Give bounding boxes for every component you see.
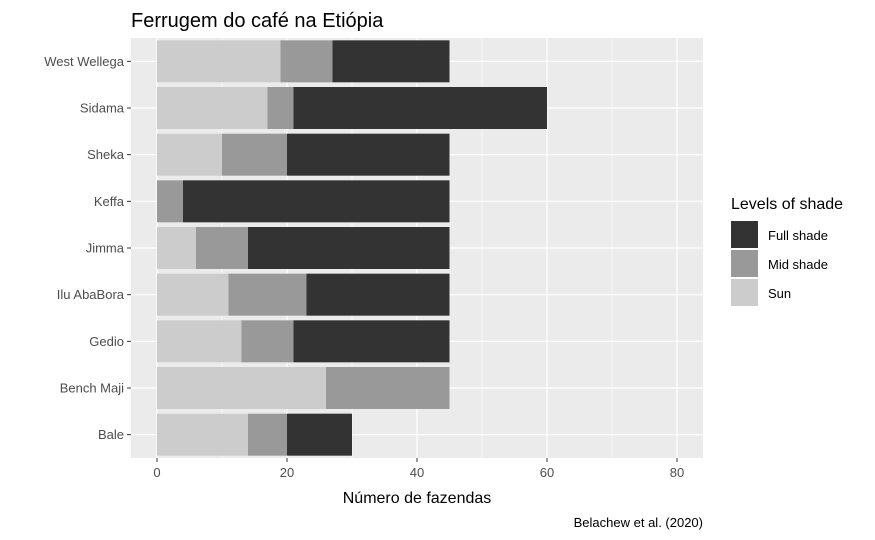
- bars: [157, 40, 547, 456]
- y-tick-label: Gedio: [89, 334, 124, 349]
- bar-segment: [157, 320, 242, 363]
- bar-segment: [332, 40, 450, 83]
- legend-title: Levels of shade: [731, 196, 843, 213]
- bar-segment: [241, 320, 294, 363]
- bar-segment: [248, 227, 450, 269]
- bar-segment: [228, 273, 307, 316]
- bar-segment: [326, 367, 450, 409]
- legend: Levels of shade Full shade Mid shade Sun: [731, 196, 843, 306]
- bar-segment: [157, 133, 222, 176]
- bar-segment: [306, 273, 450, 316]
- bar-segment: [287, 133, 450, 176]
- y-axis: West Wellega Sidama Sheka Keffa Jimma Ilu Aba…: [44, 54, 131, 442]
- x-tick-label: 80: [670, 465, 684, 480]
- y-tick-label: West Wellega: [44, 54, 124, 69]
- legend-key: [731, 279, 758, 306]
- legend-label: Sun: [768, 286, 791, 301]
- y-tick-label: Keffa: [94, 194, 125, 209]
- legend-label: Full shade: [768, 228, 828, 243]
- y-tick-label: Bale: [98, 427, 124, 442]
- bar-segment: [183, 180, 450, 223]
- chart-title: Ferrugem do café na Etiópia: [131, 10, 384, 32]
- bar-segment: [157, 40, 281, 83]
- x-axis: 0 20 40 60 80: [153, 458, 684, 480]
- bar-segment: [157, 180, 183, 223]
- bar-segment: [157, 367, 326, 409]
- bar-segment: [157, 87, 268, 129]
- bar-segment: [280, 40, 333, 83]
- legend-key: [731, 221, 758, 248]
- y-tick-label: Sidama: [80, 101, 125, 116]
- bar-segment: [196, 227, 248, 269]
- x-tick-label: 60: [540, 465, 554, 480]
- bar-segment: [248, 413, 287, 456]
- y-tick-label: Sheka: [87, 147, 125, 162]
- bar-segment: [267, 87, 294, 129]
- x-tick-label: 20: [280, 465, 294, 480]
- bar-segment: [157, 413, 248, 456]
- x-tick-label: 40: [410, 465, 424, 480]
- bar-segment: [287, 413, 352, 456]
- y-tick-label: Bench Maji: [60, 381, 124, 396]
- x-tick-label: 0: [153, 465, 160, 480]
- bar-segment: [157, 273, 229, 316]
- bar-segment: [293, 320, 450, 363]
- y-tick-label: Ilu AbaBora: [57, 287, 125, 302]
- bar-segment: [293, 87, 547, 129]
- legend-key: [731, 250, 758, 277]
- bar-segment: [222, 133, 287, 176]
- y-tick-label: Jimma: [86, 241, 125, 256]
- x-axis-title: Número de fazendas: [343, 490, 492, 507]
- bar-segment: [157, 227, 196, 269]
- caption: Belachew et al. (2020): [574, 515, 703, 530]
- legend-label: Mid shade: [768, 257, 828, 272]
